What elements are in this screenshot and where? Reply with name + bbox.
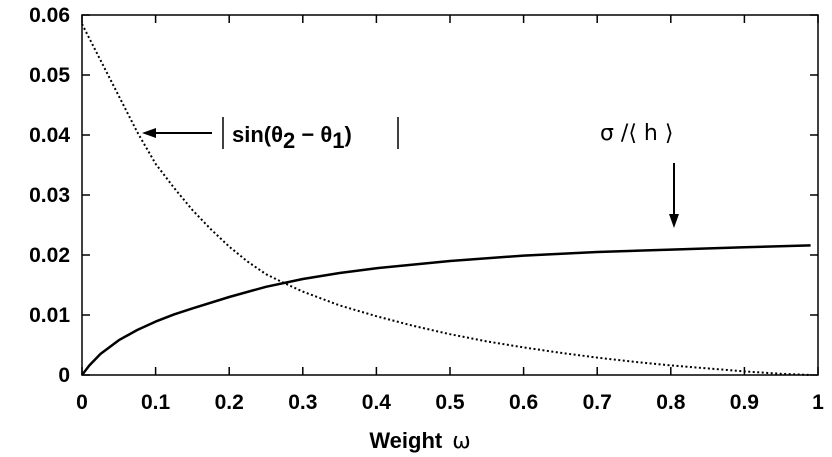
- sin-sub1: 2: [283, 128, 295, 153]
- y-tick-label: 0.01: [29, 304, 70, 327]
- y-tick-labels: 0 0.01 0.02 0.03 0.04 0.05 0.06: [29, 4, 70, 387]
- x-tick-label: 0.5: [435, 391, 465, 414]
- y-tick-label: 0.05: [29, 64, 70, 87]
- x-axis-title-word: Weight: [369, 428, 443, 453]
- annotation-sigma-text: σ /⟨ h ⟩: [600, 121, 673, 146]
- x-tick-label: 0: [76, 391, 88, 414]
- x-tick-label: 1: [812, 391, 824, 414]
- x-tick-label: 0.8: [656, 391, 686, 414]
- x-tick-label: 0.3: [288, 391, 317, 414]
- series-group: [81, 23, 811, 376]
- annotation-sigma: σ /⟨ h ⟩: [600, 121, 679, 228]
- x-tick-label: 0.1: [141, 391, 171, 414]
- series-line-dotted: [81, 23, 811, 376]
- y-tick-label: 0.04: [29, 124, 70, 147]
- series-line-solid: [81, 244, 811, 376]
- arrow-down-head: [669, 214, 679, 228]
- x-tick-label: 0.9: [730, 391, 759, 414]
- x-tick-labels: 0 0.1 0.2 0.3 0.4 0.5 0.6 0.7 0.8 0.9 1: [76, 391, 824, 414]
- x-tick-label: 0.4: [362, 391, 392, 414]
- annotation-sin: sin(θ2 − θ1): [142, 117, 399, 153]
- annotation-sin-text: sin(θ2 − θ1): [232, 122, 352, 153]
- plot-frame: [81, 14, 819, 376]
- x-axis-title: Weight ω: [369, 428, 470, 454]
- y-tick-label: 0.06: [29, 4, 70, 27]
- x-tick-label: 0.7: [583, 391, 612, 414]
- x-axis-title-symbol: ω: [452, 429, 470, 454]
- sin-main: sin(θ: [232, 122, 283, 147]
- arrow-left-head: [142, 128, 156, 138]
- y-tick-label: 0.03: [29, 184, 70, 207]
- x-tick-label: 0.6: [509, 391, 538, 414]
- sin-close: ): [344, 122, 351, 147]
- sin-mid: − θ: [295, 122, 332, 147]
- sin-sub2: 1: [332, 128, 344, 153]
- ticks: [81, 14, 819, 376]
- x-tick-label: 0.2: [215, 391, 244, 414]
- y-tick-label: 0.02: [29, 244, 70, 267]
- y-tick-label: 0: [58, 364, 70, 387]
